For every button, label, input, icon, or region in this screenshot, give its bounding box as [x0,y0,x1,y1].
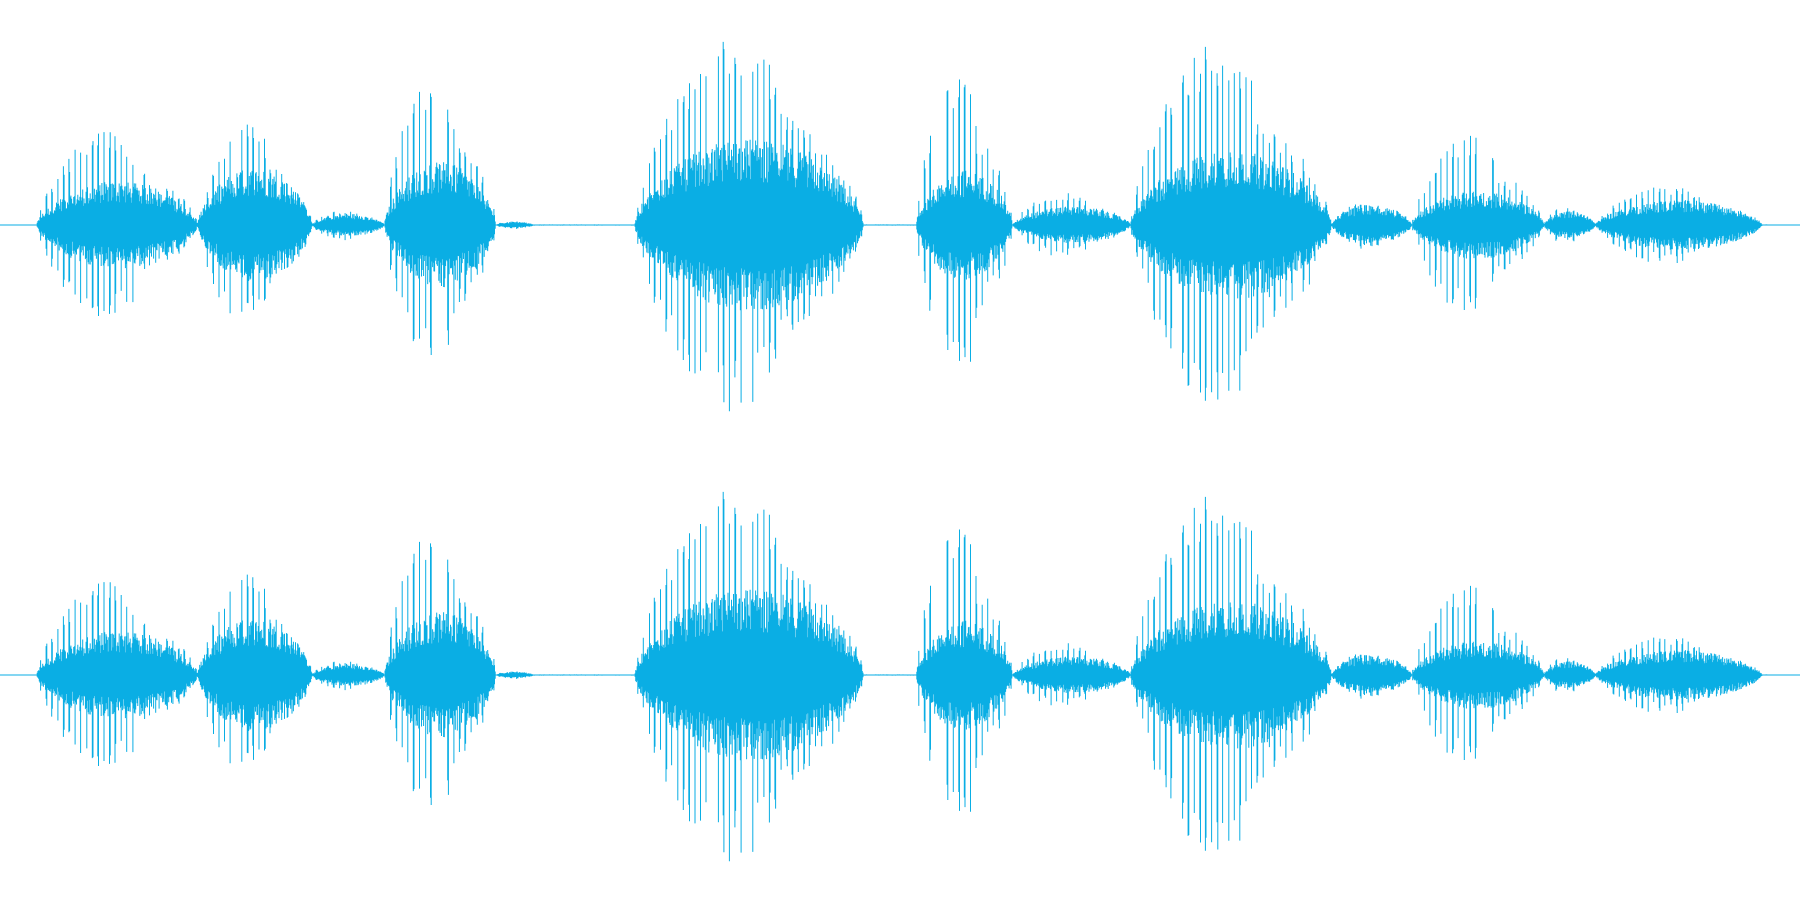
waveform-channel [33,491,1768,862]
waveform-channel [33,41,1768,412]
